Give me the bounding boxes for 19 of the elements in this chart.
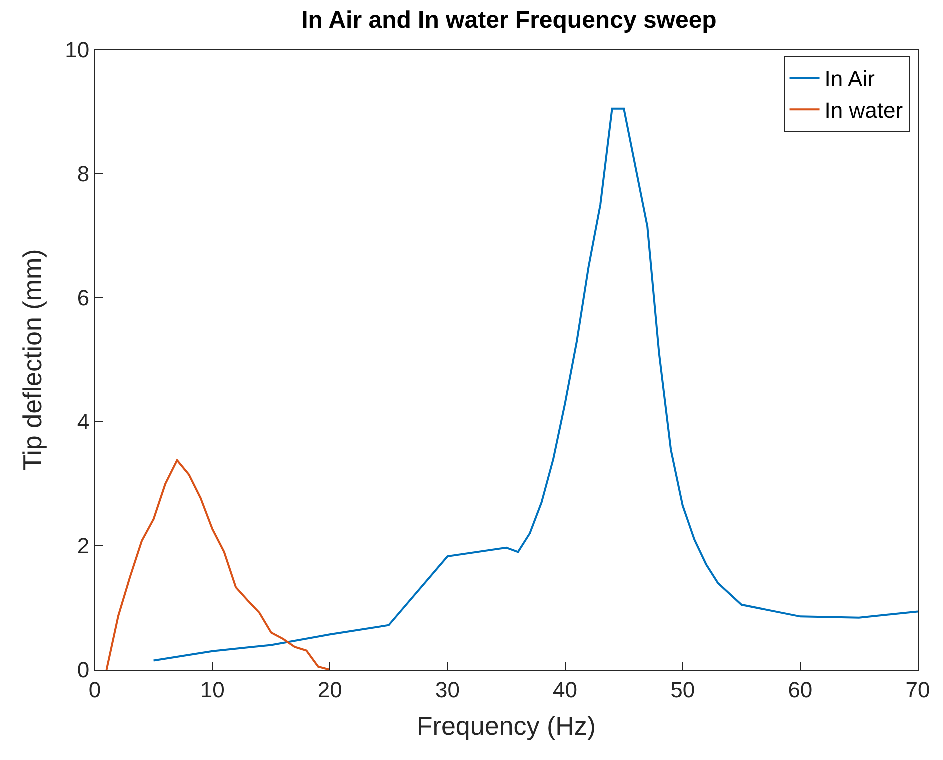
y-tick-label: 10: [65, 38, 90, 63]
x-tick-label: 10: [200, 677, 225, 702]
x-tick-label: 60: [788, 677, 813, 702]
y-tick-label: 6: [77, 286, 90, 311]
y-tick-label: 4: [77, 410, 90, 435]
x-tick-label: 20: [318, 677, 342, 702]
x-tick-label: 30: [435, 677, 460, 702]
x-tick-label: 70: [906, 677, 930, 702]
line-series: [106, 459, 332, 670]
legend-label: In water: [824, 98, 904, 124]
y-tick-label: 0: [77, 658, 90, 683]
y-tick-label: 8: [77, 162, 90, 187]
legend-label: In Air: [824, 66, 875, 92]
x-tick-label: 50: [670, 677, 696, 702]
chart-title: In Air and In water Frequency sweep: [302, 7, 717, 34]
y-tick-label: 2: [77, 534, 90, 559]
y-axis-title: Tip deflection (mm): [18, 249, 48, 471]
x-axis-title: Frequency (Hz): [416, 711, 596, 742]
x-tick-label: 40: [553, 677, 578, 702]
